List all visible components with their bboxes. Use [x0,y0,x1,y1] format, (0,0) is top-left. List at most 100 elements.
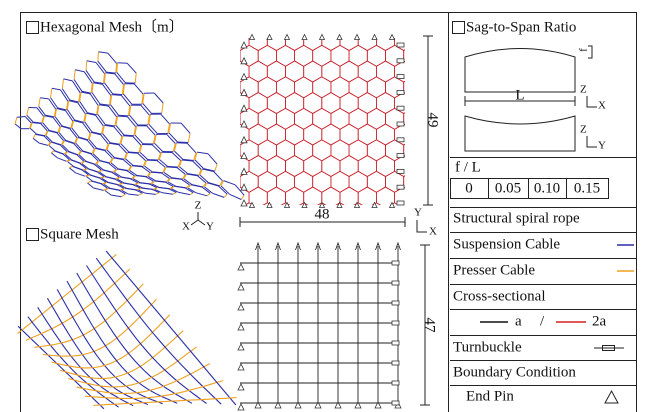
cable-segment [207,183,218,186]
hex-cell [331,171,349,192]
hex-cell [367,14,385,35]
hex-cell [213,187,231,208]
turnbuckle [392,321,399,325]
hex-cell [267,93,285,114]
hex-cell [376,93,394,114]
hex-cell [213,61,231,82]
hex-cell [286,156,304,177]
hex-cell [304,30,322,51]
turnbuckle [397,106,404,110]
axis-label: Y [414,207,422,219]
pin [241,89,247,95]
hex-cell [213,30,231,51]
table-cell: 0 [465,180,473,196]
cable-segment [69,168,75,173]
pin [241,153,247,159]
hex-cell [295,108,313,129]
cable-segment [108,53,117,63]
cable-segment [98,52,99,61]
hex-cell [376,30,394,51]
cable-segment [15,117,17,124]
pin [355,35,360,40]
cable-segment [75,173,85,176]
cable-segment [107,182,117,184]
cable-segment [139,193,143,195]
hex-cell [276,77,294,98]
turnbuckle [392,301,399,305]
section-convex [465,49,575,93]
axis [198,220,205,225]
pin [238,264,244,270]
cable-segment [74,70,75,80]
hex-cell [349,14,367,35]
axis-label: Z [580,84,587,96]
hex-cell [258,140,276,161]
hex-cell [422,171,440,192]
hex-cell [422,77,440,98]
cable-segment [213,193,224,197]
hex-cell [258,171,276,192]
pin [241,58,247,64]
hex-cell [386,14,404,35]
cable-segment [27,108,29,116]
pin [238,324,244,330]
cable-segment [49,145,55,151]
turnbuckle [397,201,404,205]
dimension-label: 47 [422,318,438,334]
pin [241,105,247,111]
hex-cell [304,124,322,145]
cable-segment [181,123,190,133]
hex-cell [340,124,358,145]
hex-cell [295,140,313,161]
hex-cell [295,45,313,66]
cable-segment [196,193,207,196]
cable-segment [128,194,139,195]
turnbuckle [397,122,404,126]
cable-segment [85,161,95,164]
hex-cell [276,45,294,66]
section-concave [465,116,575,151]
cable-segment [54,151,63,154]
dimension-label: 48 [315,206,330,222]
cable-segment [154,143,162,151]
turnbuckle [392,401,399,405]
turnbuckle [392,361,399,365]
hex-cell [276,108,294,129]
checkbox [27,229,39,241]
pin [241,168,247,174]
hex-cell [349,108,367,129]
cable-segment [179,192,190,194]
presser-cable [26,269,130,340]
cable-segment [158,187,169,188]
hex-cell [304,187,322,208]
hex-cell [422,140,440,161]
turnbuckle [397,185,404,189]
turnbuckle [392,261,399,265]
hex-cell [422,203,440,224]
hex-cell [258,108,276,129]
cable-segment [188,133,190,142]
cable-segment [51,88,52,97]
cable-segment [224,194,227,197]
hex-cell [358,30,376,51]
hex-cell [404,14,422,35]
cable-segment [90,175,100,178]
pin [285,35,290,40]
hex-cell [358,124,376,145]
hex-cell [367,77,385,98]
hex-cell [322,93,340,114]
cable-segment [30,128,36,134]
cable-segment [86,61,87,71]
hex-cell [222,45,240,66]
axis [191,220,198,225]
cable-segment [68,162,74,167]
cable-segment [62,79,63,89]
hex-cell [322,187,340,208]
pin [238,304,244,310]
cable-segment [57,158,66,162]
legend-item: End Pin [466,388,514,404]
hex-cell [340,156,358,177]
cable-segment [51,151,54,153]
cable-segment [94,188,104,190]
pin [337,35,342,40]
